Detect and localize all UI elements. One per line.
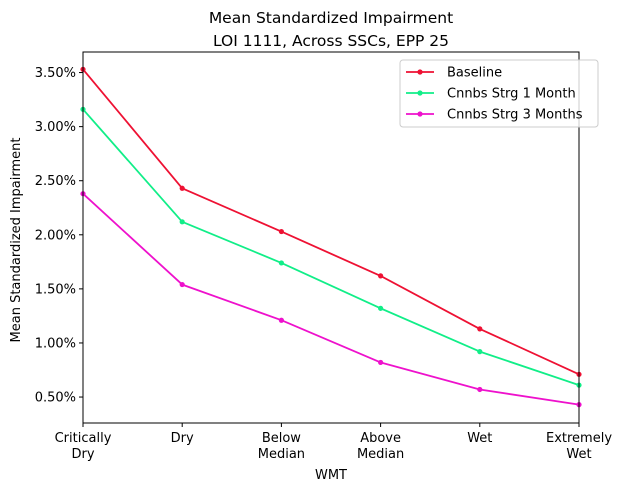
chart-title: Mean Standardized Impairment [209,9,453,27]
series-1-point [477,326,483,332]
series-2-point [477,349,483,355]
series-2-point [278,260,284,266]
plot-frame [82,51,580,424]
legend-marker-1 [417,69,423,75]
y-tick-label: 0.50% [35,391,76,406]
series-3-point [477,386,483,393]
y-axis-ticks: 0.50% 1.00% 1.50% 2.00% 2.50% 3.00% 3.50% [35,66,83,406]
series-line-3 [82,193,580,406]
series-line-1 [82,68,580,376]
x-tick-label: Below Median [258,431,305,462]
y-tick-label: 1.00% [35,336,76,351]
series-line-2 [82,108,580,386]
legend-marker-2 [417,90,423,96]
legend: Baseline Cnnbs Strg 1 Month Cnnbs Strg 3 M… [399,59,599,128]
x-axis-ticks: Critically Dry Dry Below Median Above Median We… [55,423,612,462]
x-tick-label: Extremely Wet [546,431,612,462]
x-tick-label: Above Median [357,431,404,462]
legend-box [399,59,599,128]
y-tick-label: 1.50% [35,282,76,297]
legend-label-1: Baseline [447,66,502,81]
legend-marker-3 [417,111,423,117]
y-tick-label: 2.50% [35,174,76,189]
y-tick-label: 3.50% [35,66,76,81]
series-1-point [278,228,284,235]
series-3-point [179,281,185,288]
y-tick-label: 2.00% [35,228,76,243]
series-3-point [378,359,384,366]
legend-label-2: Cnnbs Strg 1 Month [447,87,576,102]
y-tick-label: 3.00% [35,120,76,135]
series-3-point [278,317,284,323]
x-tick-label: Dry [171,431,194,446]
legend-label-3: Cnnbs Strg 3 Months [447,108,583,123]
y-axis-label: Mean Standardized Impairment [9,138,24,343]
x-tick-label: Critically Dry [55,431,112,462]
x-tick-label: Wet [467,431,492,446]
x-axis-label: WMT [315,468,347,483]
series-layer [80,66,582,408]
chart-subtitle: LOI 1111, Across SSCs, EPP 25 [213,32,449,50]
series-2-point [378,305,384,311]
series-1-point [378,273,384,279]
series-1-point [179,185,185,191]
series-2-point [179,219,185,225]
